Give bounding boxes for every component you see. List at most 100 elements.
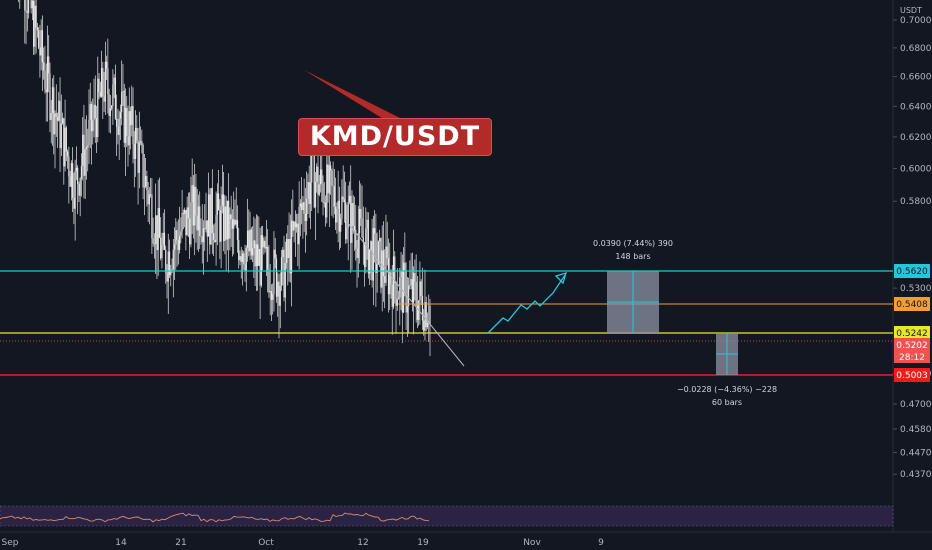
- countdown: 28:12: [899, 353, 925, 363]
- candle-body: [190, 202, 192, 245]
- candle-body: [155, 215, 157, 244]
- candle-body: [111, 105, 113, 109]
- candle-body: [82, 134, 84, 166]
- candle-body: [234, 219, 236, 225]
- candle-body: [332, 185, 334, 187]
- candle-body: [199, 206, 201, 237]
- candle-body: [257, 244, 259, 266]
- candle-body: [98, 78, 100, 93]
- candle-body: [189, 218, 191, 245]
- candle-body: [75, 167, 78, 172]
- candle-body: [297, 223, 299, 245]
- candle-body: [394, 256, 396, 284]
- candle-body: [251, 248, 254, 256]
- candle-body: [172, 249, 174, 270]
- candle-body: [336, 209, 338, 223]
- candle-body: [181, 212, 183, 232]
- candle-body: [113, 77, 115, 85]
- candle-body: [333, 186, 335, 207]
- candle-body: [376, 264, 378, 273]
- candle-body: [347, 201, 349, 228]
- candle-body: [255, 244, 257, 267]
- projection-path[interactable]: [487, 274, 566, 334]
- candle-body: [328, 165, 330, 194]
- candle-body: [152, 238, 154, 244]
- time-label: Sep: [2, 538, 19, 548]
- descending-trendline[interactable]: [346, 221, 465, 367]
- candle-body: [308, 182, 310, 205]
- candle-body: [395, 283, 397, 306]
- candle-body: [249, 229, 251, 252]
- candle-body: [224, 206, 226, 242]
- candle-body: [72, 163, 74, 198]
- candle-body: [311, 151, 313, 183]
- candle-body: [228, 200, 230, 239]
- candle-body: [408, 285, 410, 307]
- candle-body: [100, 67, 103, 97]
- candle-body: [380, 238, 382, 288]
- candle-body: [296, 223, 298, 228]
- candle-body: [313, 150, 315, 208]
- candle-body: [340, 218, 342, 232]
- candle-body: [143, 186, 145, 188]
- candle-body: [88, 119, 90, 146]
- candle-body: [402, 262, 405, 313]
- candle-body: [345, 202, 347, 240]
- candle-body: [201, 236, 203, 243]
- candle-body: [387, 258, 390, 295]
- projection-arrowhead: [554, 272, 567, 285]
- candle-body: [176, 230, 178, 240]
- candle-body: [415, 281, 417, 306]
- candle-body: [175, 230, 177, 245]
- indicator-pane[interactable]: [0, 505, 894, 527]
- candle-body: [186, 207, 188, 236]
- candle-body: [114, 77, 117, 119]
- candle-body: [375, 233, 377, 273]
- oscillator-line: [0, 512, 430, 523]
- candle-body: [343, 199, 346, 203]
- candle-body: [31, 0, 33, 9]
- candle-body: [243, 253, 245, 265]
- candle-body: [241, 253, 244, 262]
- candle-body: [365, 228, 367, 267]
- time-label: Nov: [523, 538, 541, 548]
- candle-body: [283, 249, 285, 298]
- candle-body: [223, 194, 225, 242]
- candle-body: [335, 206, 337, 223]
- candle-body: [248, 230, 250, 252]
- candle-body: [65, 127, 67, 152]
- candle-body: [244, 264, 246, 271]
- price-scale-unit: USDT: [900, 6, 922, 15]
- candle-body: [121, 91, 123, 113]
- candle-body: [277, 281, 279, 297]
- svg-text:0.5003: 0.5003: [896, 371, 928, 381]
- measure-down-label: −0.0228 (−4.36%) −228: [677, 385, 777, 394]
- candle-body: [381, 250, 383, 288]
- candle-body: [371, 241, 373, 281]
- candle-body: [425, 302, 427, 328]
- candle-body: [89, 104, 91, 120]
- candle-body: [61, 118, 64, 124]
- candle-body: [191, 185, 193, 203]
- candle-body: [226, 200, 229, 240]
- candle-body: [107, 68, 109, 95]
- candle-body: [167, 251, 169, 282]
- candle-body: [128, 111, 130, 146]
- price-tag-0.5620: 0.5620: [894, 264, 930, 278]
- candle-body: [348, 195, 351, 202]
- candle-body: [314, 181, 317, 208]
- candle-body: [400, 270, 402, 278]
- candle-body: [374, 228, 376, 234]
- candle-body: [45, 89, 47, 93]
- time-label: 14: [115, 538, 127, 548]
- candle-body: [233, 219, 235, 229]
- candle-body: [353, 226, 356, 230]
- candle-body: [236, 220, 239, 240]
- candle-body: [77, 167, 79, 184]
- candle-body: [303, 202, 305, 214]
- candle-body: [54, 113, 56, 135]
- candle-body: [196, 215, 198, 231]
- candle-body: [351, 203, 353, 243]
- candle-body: [182, 212, 184, 214]
